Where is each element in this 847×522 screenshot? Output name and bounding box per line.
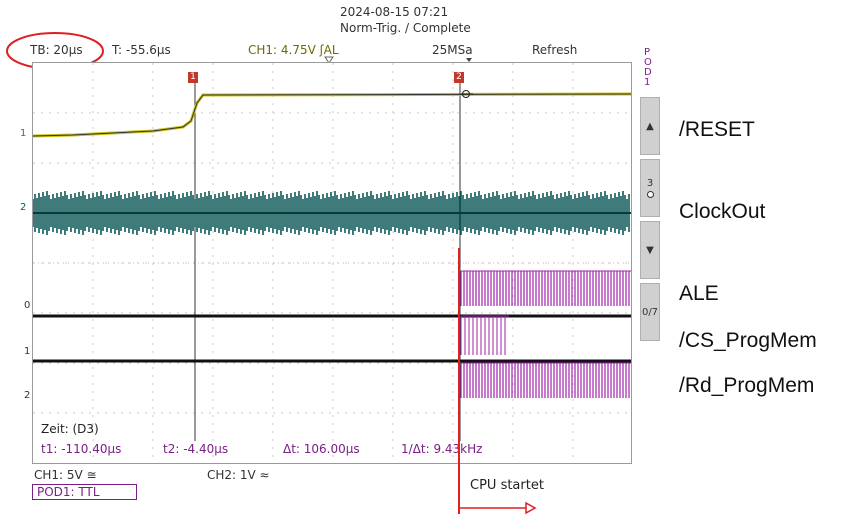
trigger-status: Norm-Trig. / Complete xyxy=(340,21,471,35)
down-arrow-icon: ▼ xyxy=(646,244,654,256)
cpu-startet-label: CPU startet xyxy=(470,478,544,493)
cpu-start-annotation-line xyxy=(458,248,537,515)
measurement-delta-t: Δt: 106.00µs xyxy=(283,442,360,456)
up-arrow-icon: ▲ xyxy=(646,120,654,132)
pod1-logic-level[interactable]: POD1: TTL xyxy=(32,484,137,500)
channel-select-button[interactable]: 3 xyxy=(640,159,660,217)
d0-marker[interactable]: 0 xyxy=(24,300,31,311)
cs-progmem-label: /CS_ProgMem xyxy=(679,329,817,352)
cursor-marker-2[interactable]: 2 xyxy=(454,72,464,83)
rd-activity xyxy=(460,362,631,398)
trigger-time[interactable]: T: -55.6µs xyxy=(112,43,171,57)
ch1-scale[interactable]: CH1: 5V ≅ xyxy=(34,468,97,482)
measurement-t2: t2: -4.40µs xyxy=(163,442,229,456)
d1-marker[interactable]: 1 xyxy=(24,346,31,357)
cursor-marker-1[interactable]: 1 xyxy=(188,72,198,83)
ch1-trigger-level[interactable]: CH1: 4.75V ʃAL xyxy=(248,43,339,57)
measurement-t1: t1: -110.40µs xyxy=(41,442,122,456)
clockout-label: ClockOut xyxy=(679,200,766,223)
datetime: 2024-08-15 07:21 xyxy=(340,5,449,19)
ch2-clockout-trace xyxy=(33,191,631,235)
reset-label: /RESET xyxy=(679,118,755,141)
ch1-marker[interactable]: 1 xyxy=(20,128,27,139)
scope-grid xyxy=(33,63,631,463)
measurement-inv-delta-t: 1/Δt: 9.43kHz xyxy=(401,442,483,456)
refresh-mode[interactable]: Refresh xyxy=(532,43,578,57)
ch2-scale[interactable]: CH2: 1V ≈ xyxy=(207,468,270,482)
range-button[interactable]: 0/7 xyxy=(640,283,660,341)
rd-progmem-label: /Rd_ProgMem xyxy=(679,374,815,397)
d2-marker[interactable]: 2 xyxy=(24,390,31,401)
pod-label: POD1 xyxy=(644,47,652,88)
timebase-label[interactable]: TB: 20µs xyxy=(30,43,83,57)
ale-label: ALE xyxy=(679,282,719,305)
ale-activity xyxy=(460,270,631,306)
range-label: 0/7 xyxy=(641,306,659,318)
channel-number: 3 xyxy=(646,178,654,189)
knob-icon xyxy=(646,191,654,198)
trigger-position-indicators xyxy=(324,56,472,64)
sample-rate: 25MSa xyxy=(432,43,473,57)
ch2-marker[interactable]: 2 xyxy=(20,202,27,213)
scroll-down-button[interactable]: ▼ xyxy=(640,221,660,279)
cs-activity xyxy=(460,315,509,355)
scroll-up-button[interactable]: ▲ xyxy=(640,97,660,155)
ch1-reset-trace xyxy=(33,92,631,138)
measurement-title: Zeit: (D3) xyxy=(41,422,99,436)
scope-display[interactable]: Zeit: (D3) t1: -110.40µs t2: -4.40µs Δt:… xyxy=(32,62,632,464)
